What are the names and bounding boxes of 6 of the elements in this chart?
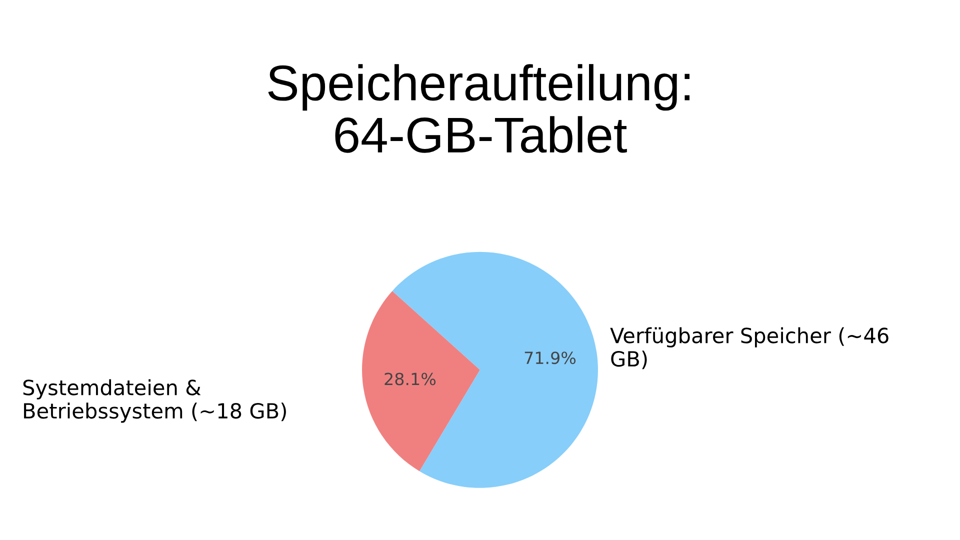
data-label: 71.9% (524, 352, 576, 364)
slice-label: Verfügbarer Speicher (~46 GB) (610, 327, 888, 370)
pie-slice (362, 290, 480, 472)
slice-label: Systemdateien & Betriebssystem (~18 GB) (23, 379, 286, 423)
data-label: 28.1% (384, 372, 436, 386)
chart-title: Speicheraufteilung: 64-GB-Tablet (268, 64, 690, 153)
